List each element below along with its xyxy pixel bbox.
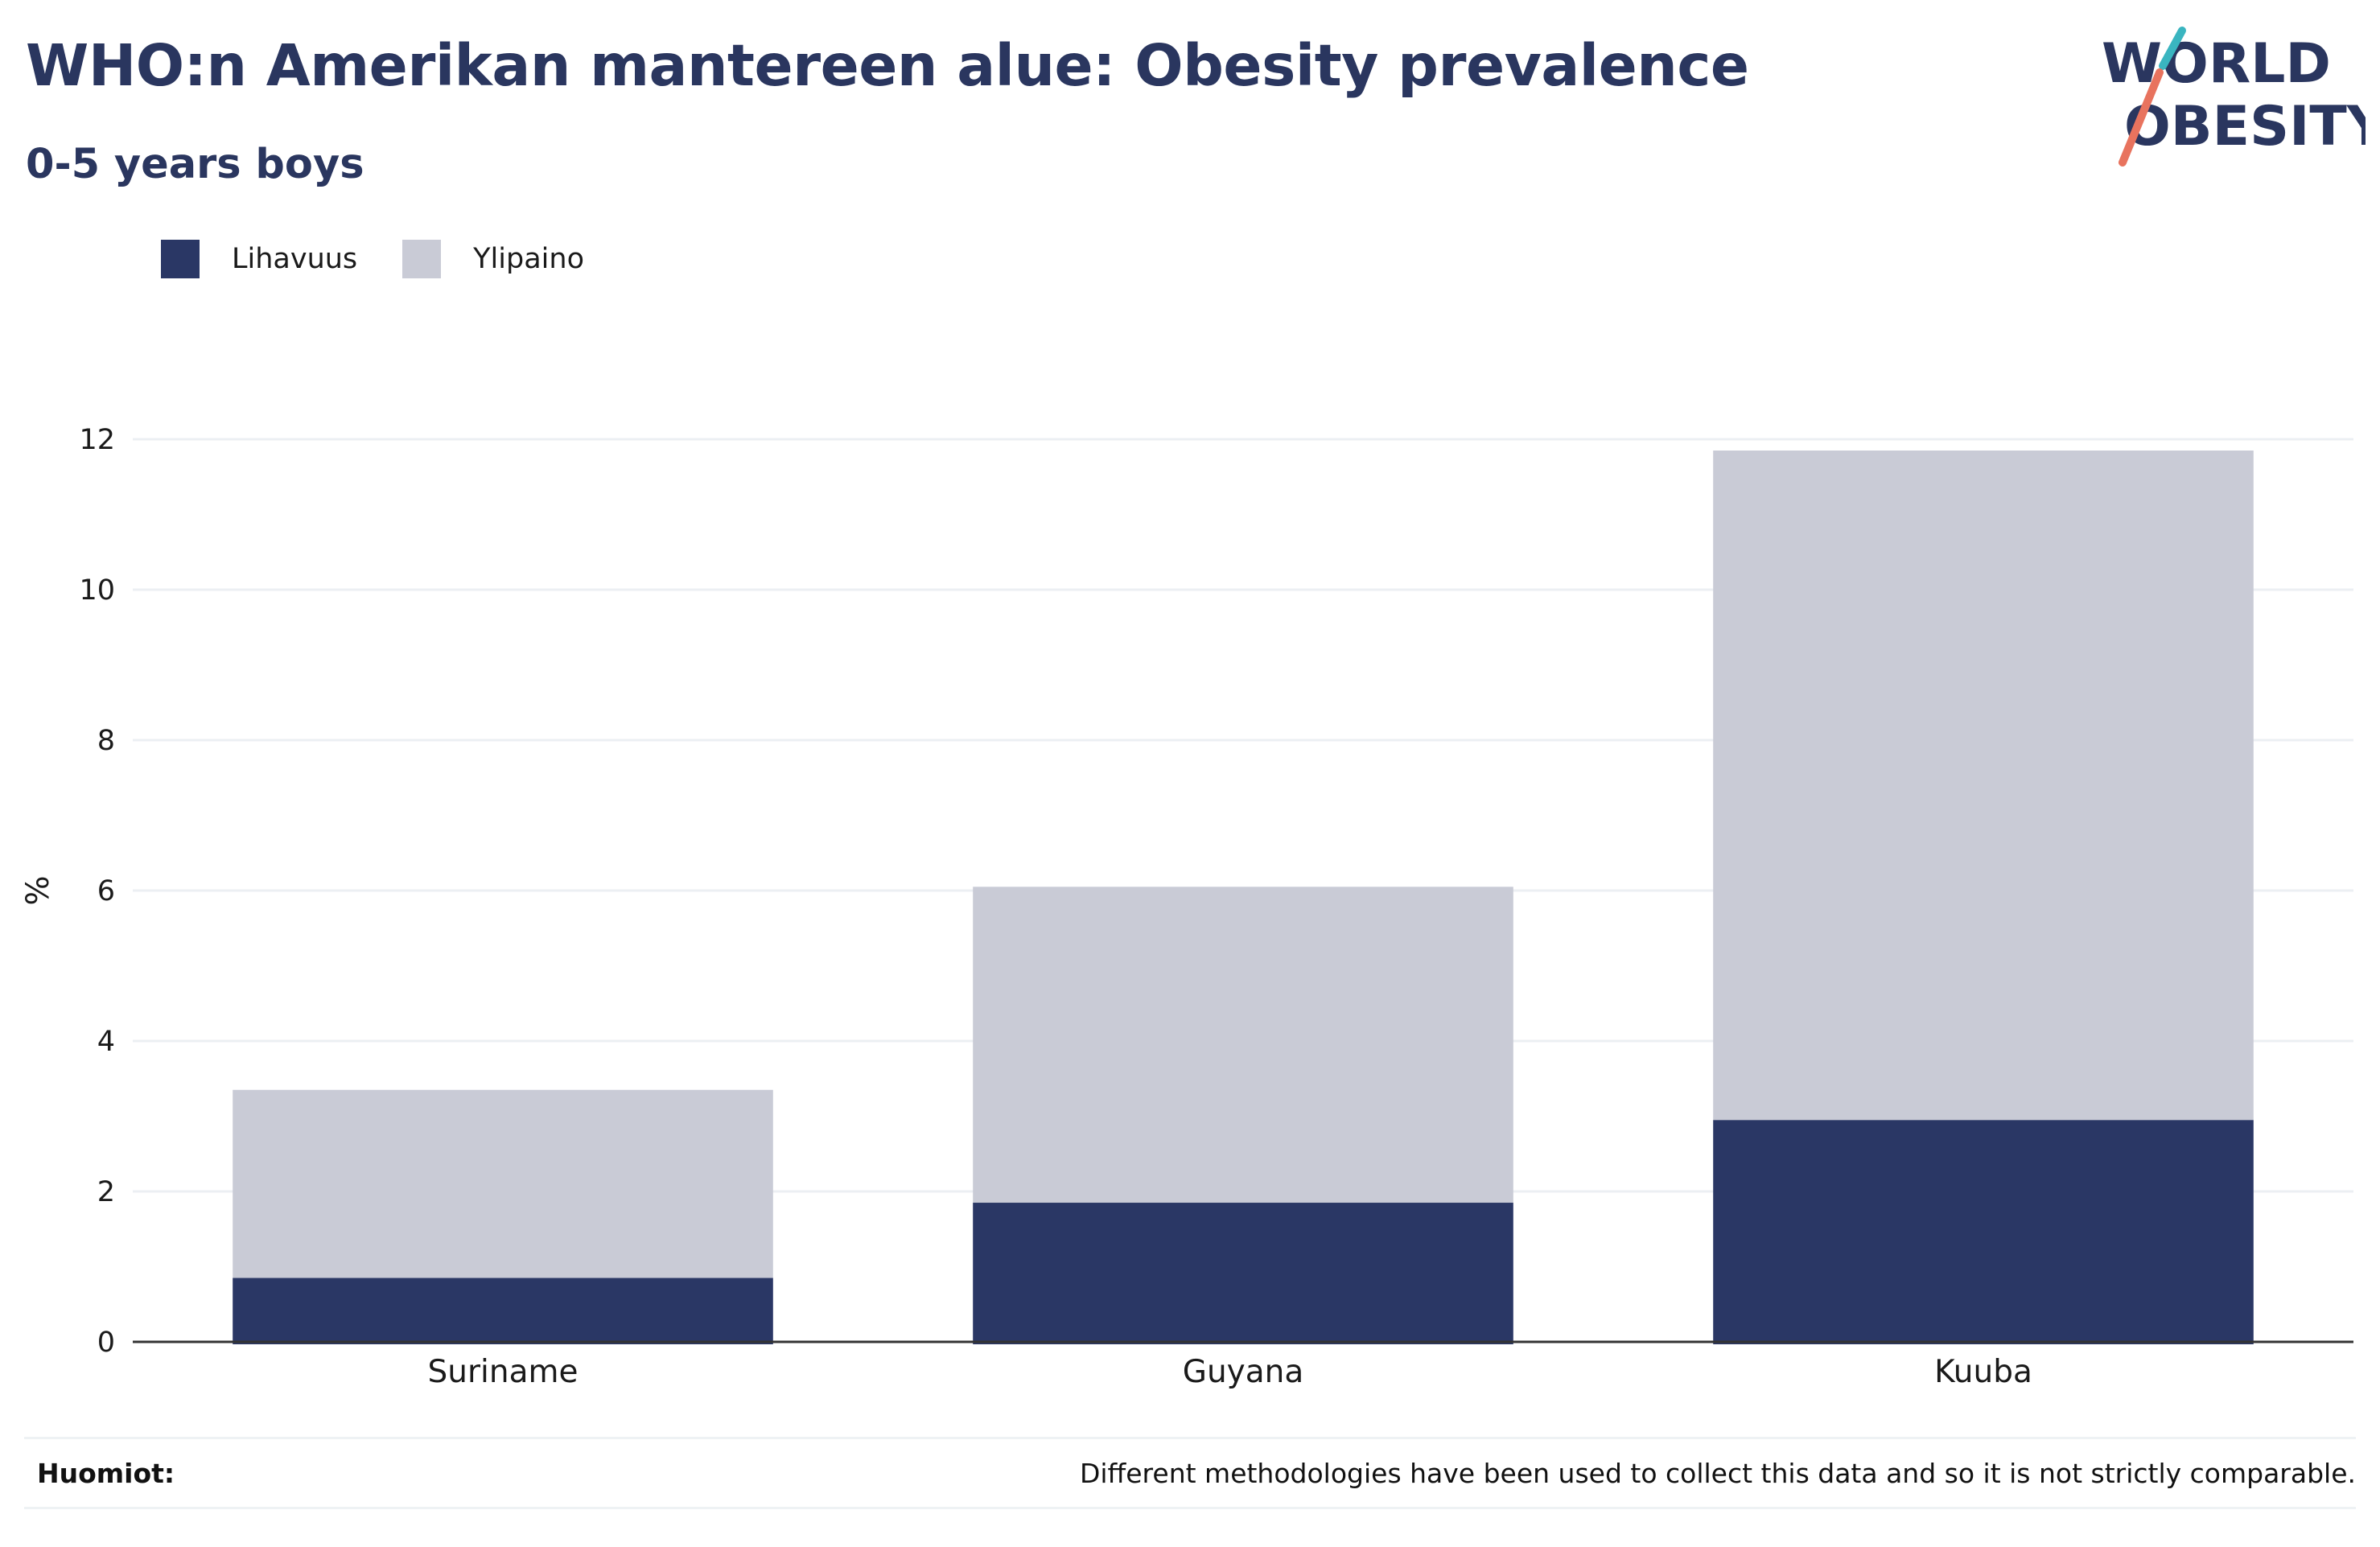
- legend-swatch-lihavuus: [161, 240, 200, 278]
- legend-item-ylipaino[interactable]: Ylipaino: [402, 240, 584, 278]
- stacked-bar-chart: 0 2 4 6 8 10 12 Suriname Guyana Kuuba %: [20, 424, 2353, 1390]
- world-obesity-logo: WORLD OBESITY: [2102, 27, 2366, 167]
- legend-label-lihavuus: Lihavuus: [232, 243, 358, 275]
- y-axis-title: %: [20, 875, 56, 905]
- x-tick-label-kuuba: Kuuba: [1934, 1354, 2032, 1390]
- y-tick-label-4: 4: [97, 1026, 115, 1058]
- chart-footer: Huomiot: Different methodologies have be…: [24, 1437, 2356, 1509]
- logo-line1: WORLD: [2102, 32, 2331, 96]
- chart-title: WHO:n Amerikan mantereen alue: Obesity p…: [26, 32, 1749, 99]
- bars: [233, 451, 2254, 1344]
- bar-kuuba-ylipaino[interactable]: [1713, 451, 2254, 1121]
- legend-item-lihavuus[interactable]: Lihavuus: [161, 240, 357, 278]
- y-tick-label-0: 0: [97, 1327, 115, 1359]
- x-tick-label-suriname: Suriname: [428, 1354, 579, 1390]
- bar-guyana-ylipaino[interactable]: [973, 887, 1513, 1203]
- logo-teal-slash: [2159, 27, 2186, 70]
- footer-note: Different methodologies have been used t…: [1079, 1457, 2356, 1489]
- y-tick-label-10: 10: [79, 574, 115, 607]
- axes: 0 2 4 6 8 10 12 Suriname Guyana Kuuba: [79, 424, 2353, 1390]
- y-tick-label-8: 8: [97, 725, 115, 757]
- x-tick-label-guyana: Guyana: [1183, 1354, 1304, 1390]
- chart-legend: Lihavuus Ylipaino: [161, 238, 629, 280]
- legend-swatch-ylipaino: [402, 240, 442, 278]
- bar-guyana-lihavuus[interactable]: [973, 1203, 1513, 1344]
- legend-label-ylipaino: Ylipaino: [473, 243, 584, 275]
- bar-suriname-lihavuus[interactable]: [233, 1278, 773, 1344]
- logo-line2: OBESITY: [2124, 95, 2366, 158]
- footer-label: Huomiot:: [37, 1457, 175, 1489]
- chart-subtitle: 0-5 years boys: [26, 141, 364, 188]
- bar-kuuba-lihavuus[interactable]: [1713, 1120, 2254, 1344]
- y-tick-label-2: 2: [97, 1176, 115, 1208]
- y-tick-label-12: 12: [79, 424, 115, 456]
- bar-suriname-ylipaino[interactable]: [233, 1089, 773, 1278]
- y-tick-label-6: 6: [97, 875, 115, 907]
- logo-coral-slash: [2119, 68, 2164, 167]
